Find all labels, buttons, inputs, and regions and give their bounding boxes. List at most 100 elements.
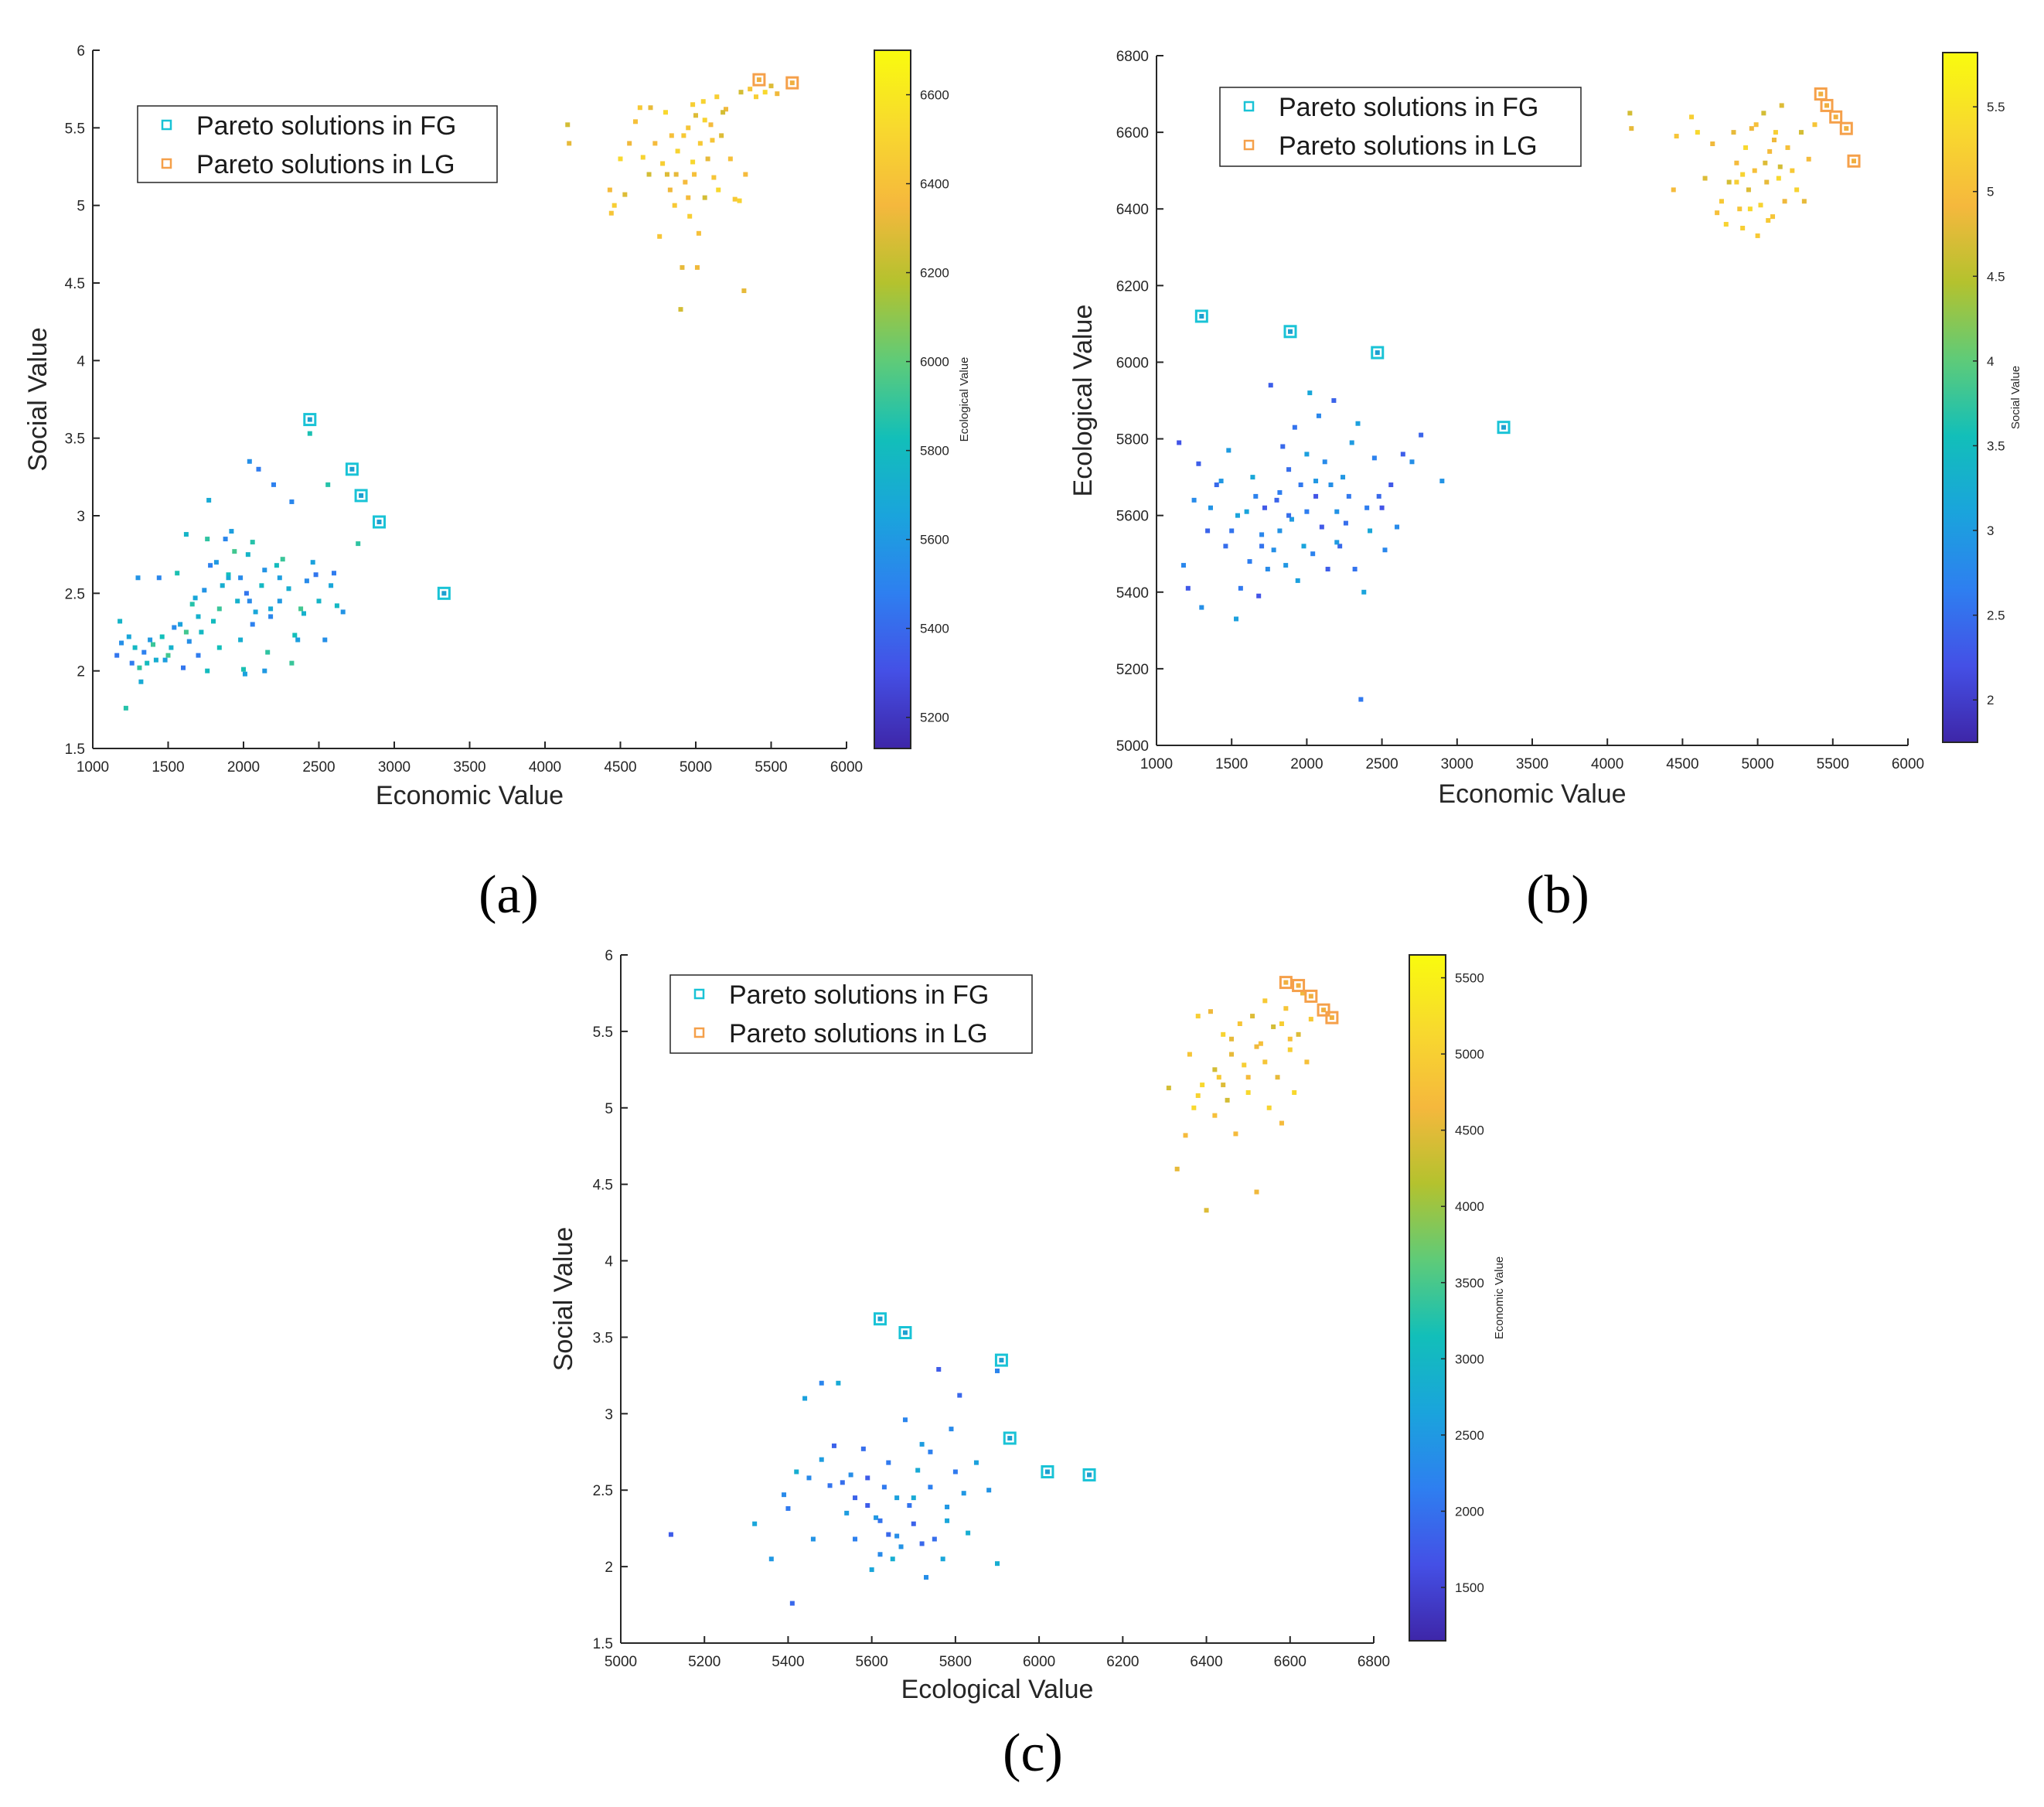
fg-scatter-point — [216, 645, 222, 650]
lg-scatter-point — [1187, 1052, 1192, 1057]
colorbar-tick-label: 3500 — [1455, 1276, 1484, 1290]
x-tick-label: 4500 — [1666, 756, 1698, 772]
x-tick-label: 6800 — [1358, 1654, 1390, 1670]
fg-scatter-point — [919, 1541, 925, 1546]
lg-scatter-point — [1740, 226, 1746, 230]
pareto-lg-marker-core — [1321, 1007, 1327, 1013]
fg-scatter-point — [907, 1503, 912, 1508]
lg-scatter-point — [660, 161, 666, 166]
colorbar-tick-label: 5800 — [920, 444, 949, 459]
fg-scatter-point — [831, 1443, 836, 1448]
lg-scatter-point — [681, 133, 686, 138]
legend-marker — [1243, 139, 1255, 151]
fg-scatter-point — [1334, 509, 1340, 514]
fg-scatter-point — [853, 1536, 858, 1542]
x-tick-label: 2000 — [1290, 756, 1323, 772]
legend-marker — [161, 119, 172, 131]
legend-marker — [161, 158, 172, 169]
legend-label: Pareto solutions in LG — [1279, 131, 1538, 161]
colorbar-tick-label: 5 — [1987, 185, 1994, 199]
fg-scatter-point — [183, 532, 189, 537]
colorbar — [1942, 52, 1978, 743]
lg-scatter-point — [678, 307, 683, 312]
fg-scatter-point — [238, 637, 244, 643]
y-tick-label: 6800 — [1116, 49, 1149, 65]
lg-scatter-point — [1183, 1133, 1188, 1138]
lg-scatter-point — [1812, 122, 1817, 128]
lg-scatter-point — [1221, 1031, 1226, 1037]
fg-scatter-point — [153, 657, 158, 663]
pareto-lg-marker-core — [1818, 91, 1824, 97]
pareto-lg-marker — [1317, 1003, 1330, 1017]
fg-scatter-point — [253, 609, 258, 615]
fg-scatter-point — [1298, 482, 1303, 488]
fg-scatter-point — [1191, 497, 1197, 503]
lg-scatter-point — [705, 156, 710, 162]
lg-scatter-point — [1726, 179, 1732, 185]
fg-scatter-point — [810, 1536, 816, 1542]
lg-scatter-point — [1250, 1014, 1255, 1019]
colorbar-label: Social Value — [2009, 366, 2022, 429]
legend-marker — [1243, 101, 1255, 112]
fg-scatter-point — [156, 575, 162, 581]
lg-scatter-point — [686, 195, 691, 200]
lg-scatter-point — [669, 133, 674, 138]
fg-scatter-point — [119, 640, 124, 646]
fg-scatter-point — [235, 598, 240, 604]
fg-scatter-point — [226, 575, 231, 581]
fg-scatter-point — [256, 466, 261, 472]
x-tick-label: 1000 — [1140, 756, 1173, 772]
fg-scatter-point — [1346, 493, 1351, 499]
colorbar-tick-label: 6600 — [920, 88, 949, 103]
fg-scatter-point — [178, 622, 183, 627]
fg-scatter-point — [1379, 505, 1385, 510]
pareto-fg-marker — [303, 413, 317, 427]
lg-scatter-point — [646, 172, 652, 177]
fg-scatter-point — [242, 671, 247, 677]
lg-scatter-point — [727, 156, 733, 162]
lg-scatter-point — [1296, 1031, 1301, 1037]
pareto-fg-marker — [1371, 346, 1385, 360]
x-tick-label: 5000 — [605, 1654, 637, 1670]
fg-scatter-point — [118, 619, 123, 624]
x-tick-label: 5800 — [939, 1654, 972, 1670]
fg-scatter-point — [145, 660, 150, 666]
fg-scatter-point — [325, 482, 331, 487]
fg-scatter-point — [819, 1457, 824, 1462]
fg-scatter-point — [223, 537, 228, 542]
fg-scatter-point — [295, 637, 301, 643]
lg-scatter-point — [664, 172, 669, 177]
lg-scatter-point — [1790, 168, 1795, 173]
lg-scatter-point — [1785, 145, 1790, 150]
pareto-lg-marker-core — [1833, 114, 1838, 120]
fg-scatter-point — [226, 572, 231, 578]
lg-scatter-point — [1767, 148, 1773, 154]
lg-scatter-point — [1782, 199, 1787, 204]
fg-scatter-point — [332, 571, 336, 576]
pareto-fg-marker — [873, 1312, 887, 1326]
fg-scatter-point — [175, 571, 180, 576]
x-tick-label: 3000 — [378, 759, 411, 776]
fg-scatter-point — [848, 1472, 853, 1478]
fg-scatter-point — [936, 1366, 942, 1372]
pareto-fg-marker — [354, 489, 368, 503]
lg-scatter-point — [721, 110, 726, 115]
fg-scatter-point — [196, 653, 201, 658]
lg-scatter-point — [1271, 1024, 1276, 1029]
lg-scatter-point — [1229, 1036, 1235, 1042]
fg-scatter-point — [1214, 482, 1219, 488]
colorbar-tick-label: 3.5 — [1987, 438, 2005, 453]
lg-scatter-point — [1287, 1036, 1293, 1042]
fg-scatter-point — [940, 1556, 945, 1562]
panel-b-chart: 1000 1500 2000 2500 3000 3500 4000 4500 5000 5500… — [1068, 49, 2022, 809]
lg-scatter-point — [680, 264, 685, 270]
pareto-fg-marker-core — [376, 520, 382, 525]
lg-scatter-point — [673, 172, 679, 177]
lg-scatter-point — [1166, 1086, 1171, 1091]
panel-b-caption: (b) — [1526, 865, 1589, 925]
fg-scatter-point — [1337, 544, 1343, 549]
y-tick-label: 5400 — [1116, 585, 1149, 602]
fg-scatter-point — [1256, 593, 1262, 598]
x-tick-label: 5200 — [688, 1654, 721, 1670]
lg-scatter-point — [768, 84, 774, 89]
